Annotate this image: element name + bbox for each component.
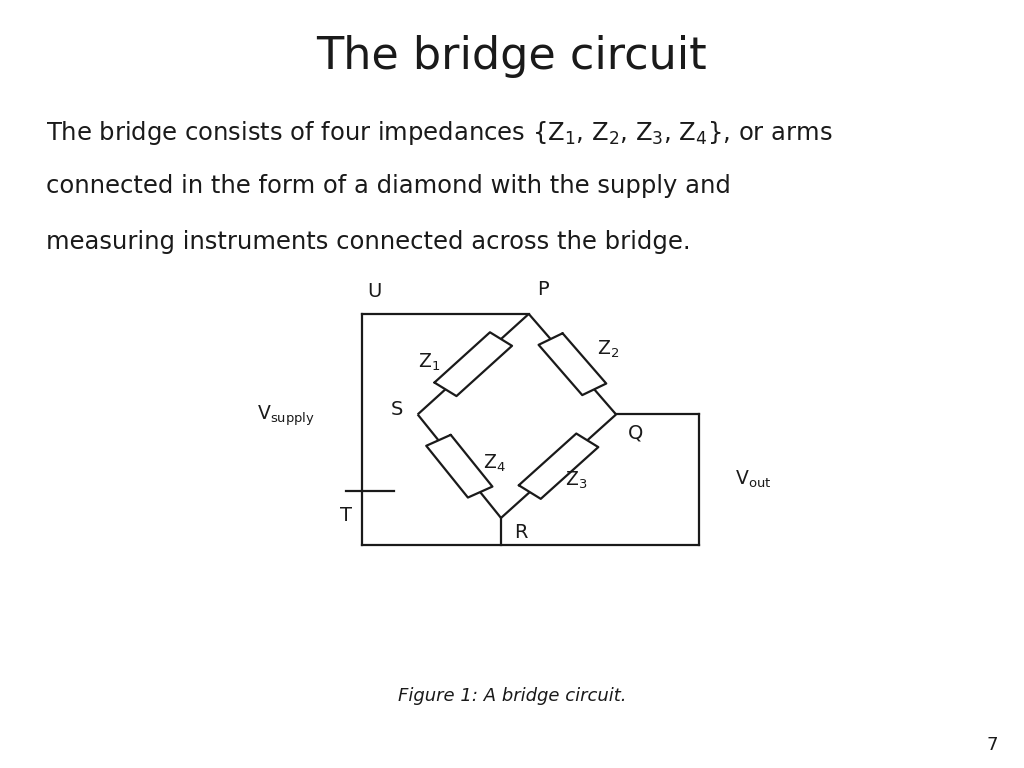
Text: P: P (538, 280, 549, 299)
Text: T: T (340, 506, 352, 525)
Text: The bridge consists of four impedances {Z$_1$, Z$_2$, Z$_3$, Z$_4$}, or arms: The bridge consists of four impedances {… (46, 119, 833, 147)
Text: The bridge circuit: The bridge circuit (316, 35, 708, 78)
Text: Z$_1$: Z$_1$ (419, 352, 440, 372)
Text: U: U (367, 282, 381, 301)
Text: Z$_2$: Z$_2$ (597, 339, 620, 360)
Text: Q: Q (628, 423, 643, 442)
Text: V$_{\mathregular{supply}}$: V$_{\mathregular{supply}}$ (257, 404, 314, 429)
Text: measuring instruments connected across the bridge.: measuring instruments connected across t… (46, 230, 691, 253)
Text: V$_{\mathregular{out}}$: V$_{\mathregular{out}}$ (735, 468, 771, 490)
Text: R: R (514, 523, 527, 541)
Text: S: S (391, 400, 403, 419)
Text: 7: 7 (987, 737, 998, 754)
Text: Z$_3$: Z$_3$ (565, 469, 588, 491)
Text: connected in the form of a diamond with the supply and: connected in the form of a diamond with … (46, 174, 731, 198)
Text: Figure 1: A bridge circuit.: Figure 1: A bridge circuit. (397, 687, 627, 705)
Text: Z$_4$: Z$_4$ (483, 452, 506, 474)
